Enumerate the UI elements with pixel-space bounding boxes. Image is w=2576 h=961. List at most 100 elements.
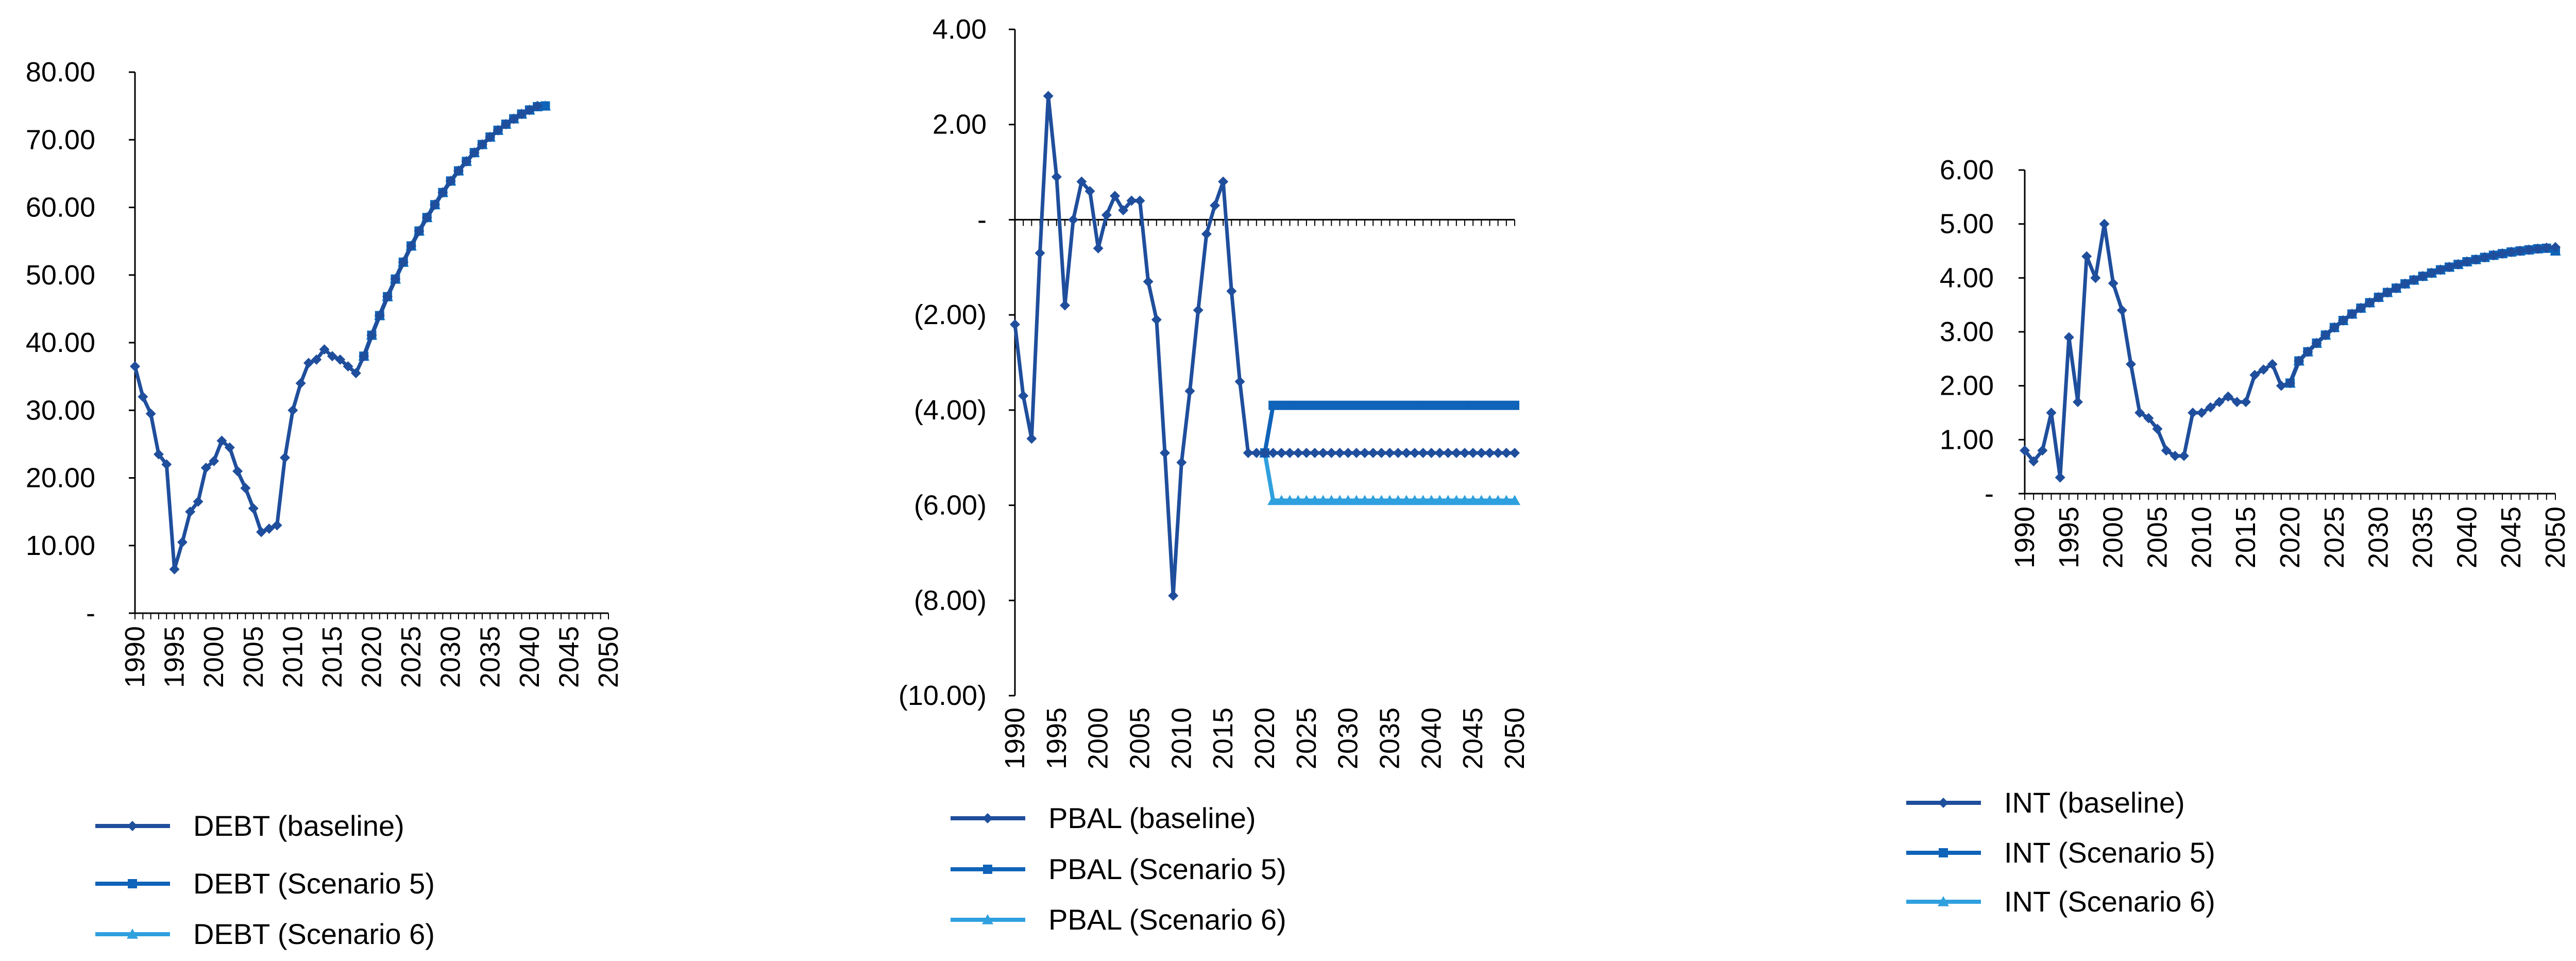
int-legend-label: INT (baseline) <box>2004 786 2185 819</box>
int-x-tick-label: 1990 <box>2009 507 2040 568</box>
int-diamond-point <box>2108 278 2119 289</box>
pbal-diamond-point <box>1501 447 1512 458</box>
int-legend-item: INT (baseline) <box>1906 786 2185 819</box>
pbal-triangle-point <box>1267 495 1279 505</box>
debt-x-tick-label: 1995 <box>159 626 190 688</box>
pbal-square-point <box>1343 400 1353 410</box>
pbal-triangle-point <box>1509 495 1520 505</box>
debt-diamond-point <box>382 291 393 302</box>
debt-diamond-point <box>453 165 464 176</box>
pbal-diamond-point <box>1351 447 1362 458</box>
pbal-diamond-point <box>1301 447 1312 458</box>
pbal-diamond-point <box>1476 447 1487 458</box>
int-diamond-point <box>2515 246 2526 256</box>
pbal-diamond-point <box>1484 447 1495 458</box>
pbal-square-point <box>1293 400 1303 410</box>
debt-diamond-point <box>185 507 196 517</box>
int-diamond-point <box>2081 251 2092 262</box>
pbal-square-point <box>1351 400 1361 410</box>
int-diamond-point <box>2373 292 2384 303</box>
pbal-diamond-point <box>1184 385 1195 396</box>
debt-legend-marker <box>128 879 137 888</box>
int-diamond-point <box>2188 408 2198 418</box>
pbal-x-tick-label: 1990 <box>999 707 1030 769</box>
pbal-diamond-point <box>1318 447 1329 458</box>
int-diamond-point <box>2267 359 2278 369</box>
int-x-tick-label: 2045 <box>2496 507 2527 568</box>
pbal-y-tick-label: (4.00) <box>914 395 987 426</box>
pbal-diamond-point <box>1226 285 1237 296</box>
debt-y-tick-label: 60.00 <box>26 192 95 223</box>
pbal-triangle-point <box>1384 495 1396 505</box>
pbal-diamond-point <box>1310 447 1320 458</box>
pbal-x-tick-label: 2045 <box>1458 707 1488 769</box>
int-diamond-point <box>2037 445 2048 456</box>
debt-chart: - 10.00 20.00 30.00 40.00 50.00 60.00 70.00 80.0… <box>26 57 624 950</box>
debt-diamond-point <box>350 368 361 379</box>
pbal-square-point <box>1510 400 1519 410</box>
debt-square-point <box>540 101 550 111</box>
int-x-tick-label: 2010 <box>2186 507 2217 568</box>
pbal-diamond-point <box>1426 447 1437 458</box>
pbal-triangle-point <box>1459 495 1470 505</box>
pbal-square-point <box>1268 400 1278 410</box>
int-diamond-point <box>2063 332 2074 343</box>
int-diamond-point <box>2196 408 2207 418</box>
debt-diamond-point <box>224 442 235 453</box>
pbal-x-tick-label: 2040 <box>1416 707 1447 769</box>
debt-y-tick-label: 50.00 <box>26 260 95 291</box>
pbal-diamond-point <box>1251 447 1262 458</box>
pbal-chart: 4.00 2.00 - (2.00) (4.00) (6.00) (8.00) (10.00)… <box>899 14 1530 936</box>
pbal-diamond-point <box>1293 447 1303 458</box>
debt-y-tick-label: 80.00 <box>26 57 95 88</box>
pbal-legend-label: PBAL (Scenario 6) <box>1048 903 1286 936</box>
debt-diamond-point <box>493 125 503 136</box>
pbal-square-point <box>1360 400 1369 410</box>
pbal-square-point <box>1401 400 1411 410</box>
pbal-y-tick-label: (2.00) <box>914 299 987 330</box>
pbal-x-tick-label: 2015 <box>1208 707 1239 769</box>
pbal-triangle-point <box>1484 495 1496 505</box>
debt-diamond-point <box>374 310 385 321</box>
debt-diamond-point <box>138 392 148 402</box>
pbal-square-point <box>1368 400 1378 410</box>
debt-series-diamond-line <box>133 104 538 571</box>
int-diamond-point <box>2285 378 2295 389</box>
int-diamond-point <box>2320 330 2331 341</box>
pbal-triangle-point <box>1392 495 1404 505</box>
pbal-diamond-point <box>1201 229 1212 240</box>
pbal-square-point <box>1501 400 1511 410</box>
pbal-legend-label: PBAL (Scenario 5) <box>1048 853 1286 885</box>
int-diamond-point <box>2179 450 2189 461</box>
int-diamond-point <box>2409 275 2419 285</box>
debt-diamond-point <box>153 449 164 460</box>
pbal-diamond-point <box>1076 176 1087 187</box>
pbal-diamond-point <box>1268 447 1279 458</box>
int-x-tick-label: 2030 <box>2363 507 2394 568</box>
pbal-diamond-point <box>1460 447 1470 458</box>
debt-diamond-point <box>264 523 275 534</box>
int-diamond-point <box>2426 267 2437 278</box>
pbal-square-point <box>1285 400 1295 410</box>
pbal-triangle-point <box>1400 495 1412 505</box>
pbal-diamond-point <box>1168 591 1179 601</box>
pbal-square-point <box>1393 400 1403 410</box>
debt-diamond-point <box>256 527 267 537</box>
int-diamond-point <box>2497 248 2507 259</box>
pbal-diamond-point <box>1343 447 1353 458</box>
pbal-diamond-point <box>1151 314 1162 325</box>
int-legend-marker <box>1939 848 1948 857</box>
int-diamond-point <box>2205 402 2216 413</box>
int-diamond-point <box>2143 413 2154 424</box>
int-diamond-point <box>2364 297 2375 308</box>
int-diamond-point <box>2444 262 2454 273</box>
debt-x-tick-label: 2040 <box>514 626 545 688</box>
pbal-triangle-point <box>1359 495 1370 505</box>
int-diamond-point <box>2453 259 2464 270</box>
debt-diamond-point <box>430 199 440 210</box>
pbal-diamond-point <box>1193 305 1204 315</box>
pbal-triangle-point <box>1426 495 1437 505</box>
int-legend-marker <box>1938 896 1949 906</box>
debt-diamond-point <box>295 378 306 389</box>
pbal-square-point <box>1477 400 1486 410</box>
